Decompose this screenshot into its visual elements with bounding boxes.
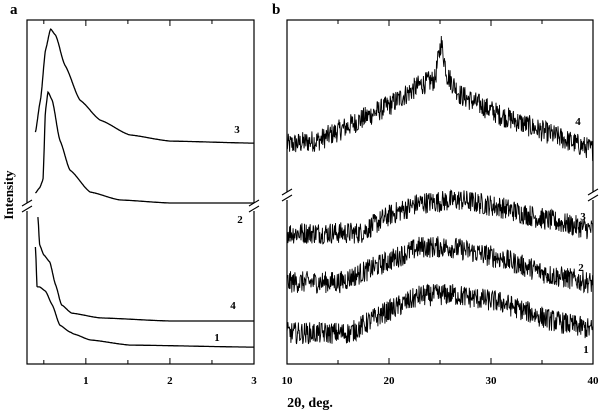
series-line-3 bbox=[286, 189, 594, 245]
x-tick-label: 40 bbox=[588, 375, 600, 387]
series-line-2 bbox=[34, 90, 254, 204]
series-line-3 bbox=[34, 28, 255, 144]
x-tick-label: 1 bbox=[83, 375, 89, 387]
axis-break-mark bbox=[587, 188, 599, 202]
series-label: 1 bbox=[214, 332, 220, 344]
series-line-1 bbox=[34, 246, 254, 348]
panel-label: b bbox=[272, 2, 280, 18]
panel-a: 1 2 3 a 3 2 4 1 bbox=[10, 2, 260, 387]
axis-break-gap bbox=[23, 203, 31, 211]
series-label: 4 bbox=[230, 300, 236, 312]
x-tick-label: 30 bbox=[486, 375, 498, 387]
axis-break-mark bbox=[281, 188, 293, 202]
axis-break-gap bbox=[283, 192, 291, 200]
series-line-2 bbox=[286, 236, 594, 294]
series-line-4 bbox=[37, 217, 254, 322]
panel-b: 10 20 30 40 b 4 3 2 1 bbox=[272, 2, 599, 387]
x-tick-label: 2 bbox=[167, 375, 173, 387]
series-label: 3 bbox=[234, 124, 240, 136]
y-axis-label: Intensity bbox=[1, 170, 16, 220]
series-label: 2 bbox=[237, 214, 243, 226]
series-label: 1 bbox=[583, 344, 589, 356]
x-tick-label: 3 bbox=[251, 375, 257, 387]
series-line-4 bbox=[286, 35, 594, 162]
x-tick-label: 10 bbox=[282, 375, 294, 387]
series-label: 2 bbox=[578, 262, 584, 274]
series-label: 4 bbox=[575, 116, 581, 128]
axis-break-gap bbox=[250, 203, 258, 211]
x-axis-label: 2θ, deg. bbox=[287, 396, 333, 411]
series-line-1 bbox=[286, 283, 594, 345]
x-tick-label: 20 bbox=[384, 375, 396, 387]
axis-break-gap bbox=[589, 192, 597, 200]
plot-frame bbox=[26, 19, 255, 365]
series-label: 3 bbox=[580, 211, 586, 223]
axis-break-mark bbox=[21, 199, 33, 213]
panel-label: a bbox=[10, 2, 18, 18]
